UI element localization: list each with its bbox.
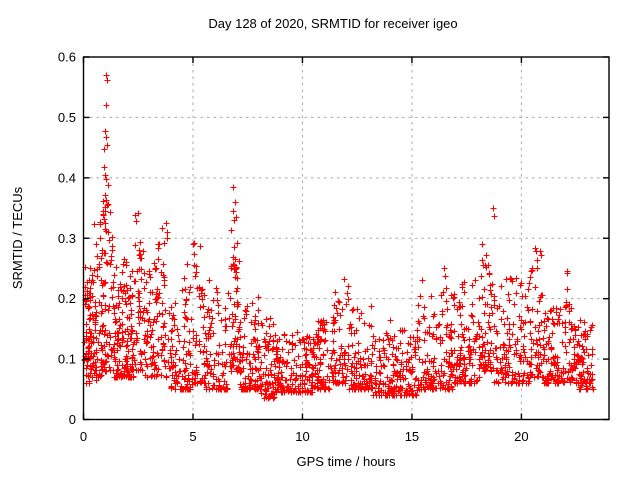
data-points bbox=[81, 72, 597, 402]
x-tick-label: 10 bbox=[295, 429, 309, 444]
scatter-plus-markers bbox=[81, 72, 597, 402]
y-tick-label: 0.4 bbox=[58, 170, 76, 185]
x-axis-label: GPS time / hours bbox=[297, 454, 396, 469]
y-tick-label: 0.5 bbox=[58, 110, 76, 125]
tick-labels: 0 5 10 15 20 0 0.1 0.2 0.3 0.4 0.5 0.6 bbox=[58, 50, 529, 445]
x-tick-label: 15 bbox=[405, 429, 419, 444]
y-tick-label: 0.6 bbox=[58, 50, 76, 65]
y-tick-label: 0 bbox=[69, 412, 76, 427]
y-tick-label: 0.3 bbox=[58, 231, 76, 246]
y-tick-label: 0.1 bbox=[58, 352, 76, 367]
chart-title: Day 128 of 2020, SRMTID for receiver ige… bbox=[208, 16, 457, 31]
x-tick-label: 20 bbox=[514, 429, 528, 444]
plot-border bbox=[82, 56, 610, 421]
x-tick-label: 5 bbox=[189, 429, 196, 444]
x-tick-label: 0 bbox=[80, 429, 87, 444]
y-axis-label: SRMTID / TECUs bbox=[10, 186, 25, 289]
y-tick-label: 0.2 bbox=[58, 291, 76, 306]
